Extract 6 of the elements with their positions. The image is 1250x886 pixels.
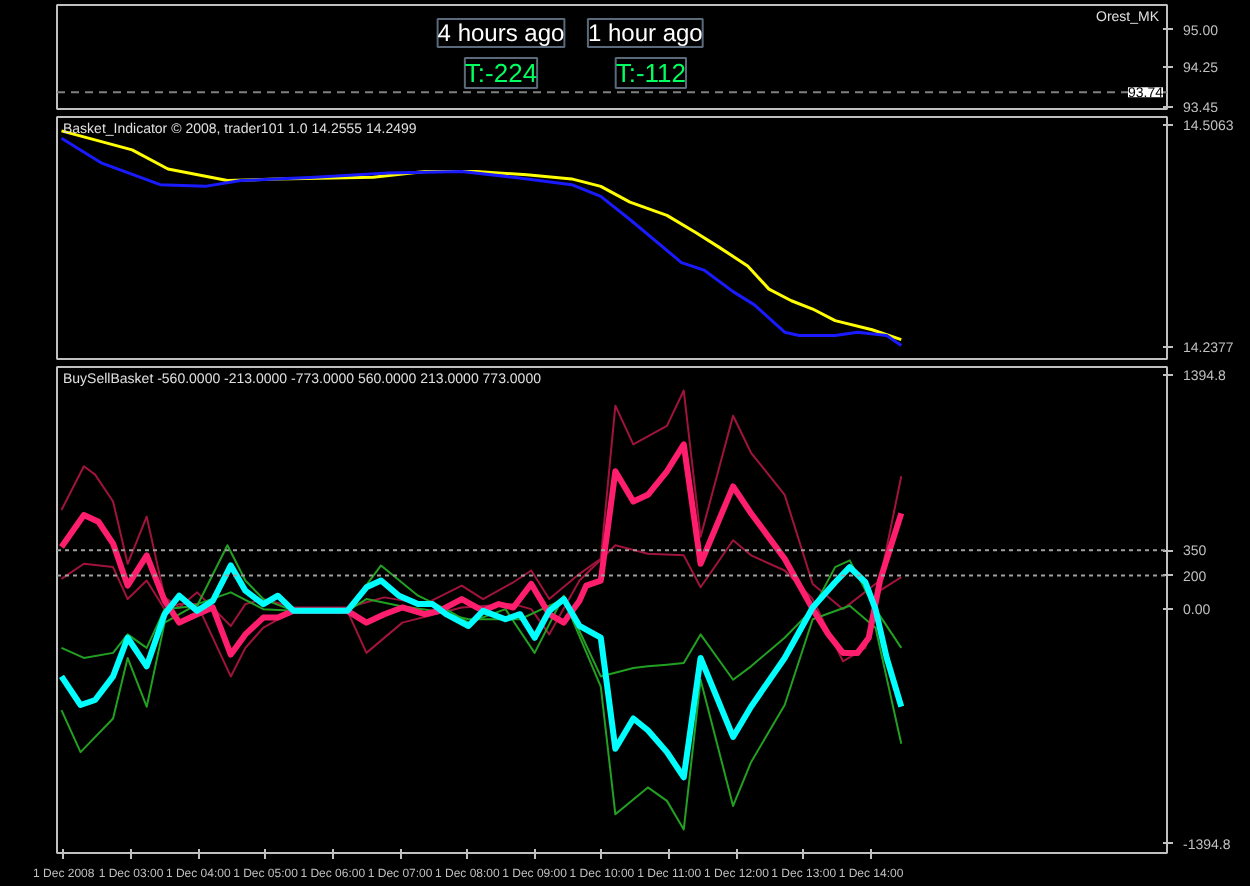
line-series [58,562,905,781]
annotation: 1 hour ago [587,19,704,47]
annotation: T:-112 [615,58,687,88]
line-series [58,441,905,658]
annotation: T:-224 [464,58,538,88]
annotation: 4 hours ago [437,19,566,47]
